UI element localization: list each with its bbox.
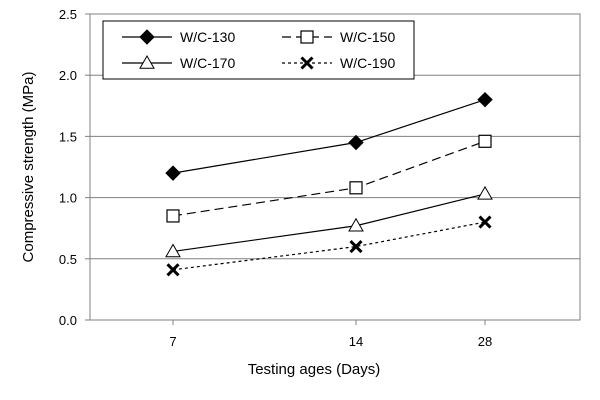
y-axis-ticks: 0.0 0.5 1.0 1.5 2.0 2.5 [59,7,90,328]
y-tick-label: 2.5 [59,7,77,22]
legend-label: W/C-150 [340,29,395,45]
x-cross-stroke [166,263,180,277]
data-point [165,243,181,258]
gridlines [90,74,580,260]
x-cross-stroke [300,56,314,70]
data-point [477,91,493,108]
legend-label: W/C-190 [340,55,395,71]
series-line [172,140,486,217]
x-axis-ticks: 7 14 28 [169,320,492,349]
data-point [348,217,364,232]
x-axis-label: Testing ages (Days) [248,361,381,378]
y-tick-label: 1.5 [59,129,77,144]
data-point [349,239,363,254]
y-tick-label: 0.5 [59,252,77,267]
x-tick-label: 7 [169,334,176,349]
x-tick-label: 28 [478,334,492,349]
legend-entry-1: W/C-130 [122,29,235,45]
plot-area-border [89,13,581,321]
series-line [172,193,486,253]
series-3 [165,185,493,258]
legend-entry-3: W/C-170 [122,54,235,71]
legend-entry-2: W/C-150 [282,29,395,45]
x-cross-stroke [349,239,363,254]
legend-marker [139,54,155,69]
series-layer [165,91,493,277]
legend-label: W/C-170 [180,55,235,71]
legend: W/C-130 W/C-150 W/C-170 W/C-190 [102,20,415,80]
data-point [166,263,180,277]
series-line [172,221,486,271]
data-point [166,209,180,223]
y-tick-label: 1.0 [59,191,77,206]
series-4 [166,215,492,277]
data-point [477,185,493,200]
legend-marker [139,29,155,45]
data-point [165,165,181,181]
legend-label: W/C-130 [180,29,235,45]
series-1 [165,91,493,181]
legend-marker [300,30,314,44]
data-point [478,134,492,148]
data-point [349,181,363,195]
data-point [478,215,492,229]
x-tick-label: 14 [349,334,363,349]
y-axis-label: Compressive strength (MPa) [20,72,37,263]
legend-box [102,20,415,80]
series-2 [166,134,492,223]
legend-marker [300,56,314,70]
data-point [348,134,364,151]
x-cross-stroke [478,215,492,229]
legend-entry-4: W/C-190 [282,55,395,71]
y-tick-label: 2.0 [59,68,77,83]
y-tick-label: 0.0 [59,313,77,328]
